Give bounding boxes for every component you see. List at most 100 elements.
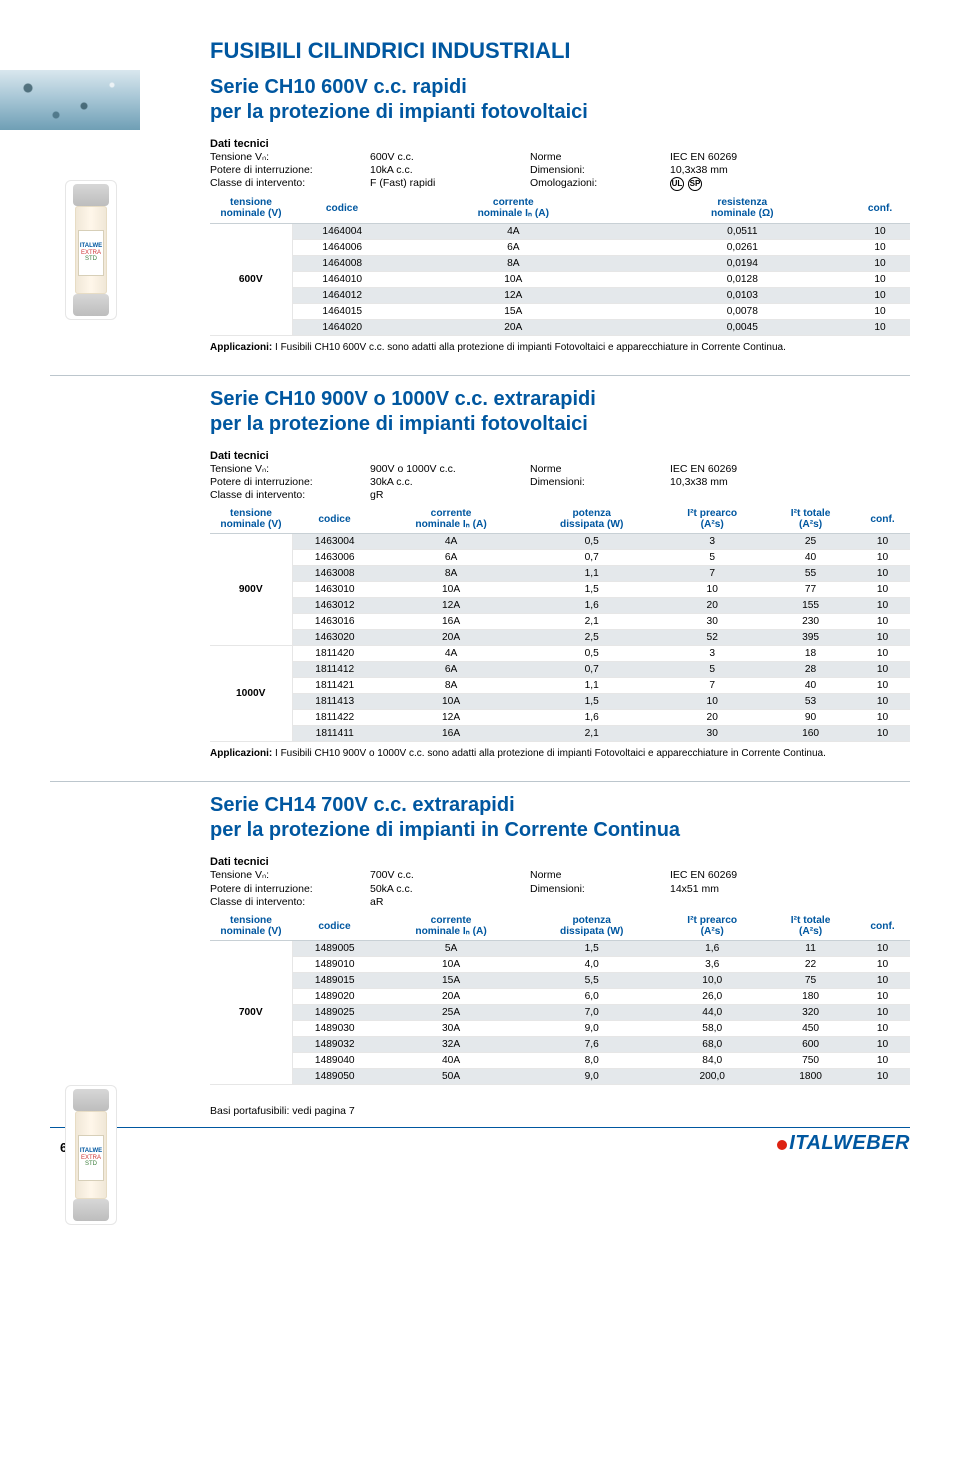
section2-title-line2: per la protezione di impianti fotovoltai… bbox=[210, 413, 910, 436]
label: Norme bbox=[530, 869, 670, 882]
cert-icons: UL SP bbox=[670, 177, 800, 191]
cell: 1463020 bbox=[292, 630, 377, 646]
table-row: 146302020A2,55239510 bbox=[210, 630, 910, 646]
label: Potere di interruzione: bbox=[210, 164, 370, 177]
voltage-cell: 600V bbox=[210, 223, 292, 335]
th-i2t-tot: I²t totale(A²s) bbox=[766, 913, 855, 941]
cell: 180 bbox=[766, 989, 855, 1005]
cell: 15A bbox=[392, 303, 635, 319]
section3-specs-row1: Tensione Vₙ: 700V c.c. Norme IEC EN 6026… bbox=[210, 869, 910, 882]
cell: 30 bbox=[658, 726, 766, 742]
cell: 0,0261 bbox=[635, 239, 850, 255]
section1-specs-row3: Classe di intervento: F (Fast) rapidi Om… bbox=[210, 177, 910, 191]
cell: 10 bbox=[850, 319, 910, 335]
cell: 12A bbox=[377, 598, 525, 614]
table-row: 900V14630044A0,532510 bbox=[210, 534, 910, 550]
cell: 10 bbox=[855, 1069, 910, 1085]
th-conf: conf. bbox=[850, 195, 910, 223]
cell: 0,0194 bbox=[635, 255, 850, 271]
cell: 1463004 bbox=[292, 534, 377, 550]
cell: 10 bbox=[855, 726, 910, 742]
table-row: 148904040A8,084,075010 bbox=[210, 1053, 910, 1069]
value: 10,3x38 mm bbox=[670, 164, 800, 177]
cell: 6A bbox=[377, 662, 525, 678]
cell: 20A bbox=[392, 319, 635, 335]
cell: 10 bbox=[855, 646, 910, 662]
table-row: 148905050A9,0200,0180010 bbox=[210, 1069, 910, 1085]
cell: 155 bbox=[766, 598, 855, 614]
cell: 10,0 bbox=[658, 973, 766, 989]
cell: 3 bbox=[658, 646, 766, 662]
cell: 160 bbox=[766, 726, 855, 742]
cell: 0,0511 bbox=[635, 223, 850, 239]
section3-title-line1: Serie CH14 700V c.c. extrarapidi bbox=[210, 794, 910, 817]
cell: 1489005 bbox=[292, 941, 377, 957]
table-row: 148902525A7,044,032010 bbox=[210, 1005, 910, 1021]
cell: 20 bbox=[658, 598, 766, 614]
cert-ul-icon: UL bbox=[670, 177, 684, 191]
section2-dati-heading: Dati tecnici bbox=[210, 450, 910, 462]
cell: 18 bbox=[766, 646, 855, 662]
table-row: 148903030A9,058,045010 bbox=[210, 1021, 910, 1037]
cell: 10 bbox=[855, 614, 910, 630]
table-row: 146301616A2,13023010 bbox=[210, 614, 910, 630]
header-graphic bbox=[0, 70, 140, 130]
cell: 58,0 bbox=[658, 1021, 766, 1037]
cell: 1811412 bbox=[292, 662, 377, 678]
section1-table: tensionenominale (V) codice correntenomi… bbox=[210, 195, 910, 335]
section3-title-line2: per la protezione di impianti in Corrent… bbox=[210, 819, 910, 842]
table-row: 146301212A1,62015510 bbox=[210, 598, 910, 614]
cell: 16A bbox=[377, 726, 525, 742]
cell: 2,5 bbox=[525, 630, 658, 646]
cell: 25 bbox=[766, 534, 855, 550]
cell: 230 bbox=[766, 614, 855, 630]
label: Dimensioni: bbox=[530, 883, 670, 896]
cell: 1,6 bbox=[658, 941, 766, 957]
cell: 6A bbox=[392, 239, 635, 255]
cell: 0,5 bbox=[525, 646, 658, 662]
cell: 1464020 bbox=[292, 319, 392, 335]
table-row: 18114218A1,174010 bbox=[210, 678, 910, 694]
cell: 5A bbox=[377, 941, 525, 957]
value: 700V c.c. bbox=[370, 869, 530, 882]
cell: 32A bbox=[377, 1037, 525, 1053]
cell: 20A bbox=[377, 989, 525, 1005]
cell: 10 bbox=[855, 1053, 910, 1069]
section3-specs-row2: Potere di interruzione: 50kA c.c. Dimens… bbox=[210, 883, 910, 896]
table-row: 18114126A0,752810 bbox=[210, 662, 910, 678]
voltage-cell: 700V bbox=[210, 941, 292, 1085]
cell: 1489020 bbox=[292, 989, 377, 1005]
table-row: 146401515A0,007810 bbox=[210, 303, 910, 319]
section1-dati-heading: Dati tecnici bbox=[210, 138, 910, 150]
label: Omologazioni: bbox=[530, 177, 670, 191]
cell: 5 bbox=[658, 662, 766, 678]
brand-logo: ITALWEBER bbox=[777, 1132, 910, 1155]
cell: 4A bbox=[377, 534, 525, 550]
applicazioni-text: I Fusibili CH10 900V o 1000V c.c. sono a… bbox=[272, 748, 826, 759]
cell: 6,0 bbox=[525, 989, 658, 1005]
table-row: 14640066A0,026110 bbox=[210, 239, 910, 255]
cell: 1489032 bbox=[292, 1037, 377, 1053]
th-i2t-pre: I²t prearco(A²s) bbox=[658, 913, 766, 941]
cell: 10 bbox=[855, 598, 910, 614]
cell: 77 bbox=[766, 582, 855, 598]
divider bbox=[50, 781, 910, 782]
cell: 10 bbox=[855, 941, 910, 957]
cell: 395 bbox=[766, 630, 855, 646]
table-row: 14630088A1,175510 bbox=[210, 566, 910, 582]
label: Dimensioni: bbox=[530, 476, 670, 489]
cell: 1489015 bbox=[292, 973, 377, 989]
cell: 30A bbox=[377, 1021, 525, 1037]
table-row: 146401212A0,010310 bbox=[210, 287, 910, 303]
cell: 6A bbox=[377, 550, 525, 566]
value: IEC EN 60269 bbox=[670, 151, 800, 164]
th-corrente: correntenominale Iₙ (A) bbox=[392, 195, 635, 223]
cell: 10 bbox=[850, 255, 910, 271]
label: Norme bbox=[530, 151, 670, 164]
cell: 5 bbox=[658, 550, 766, 566]
voltage-cell: 900V bbox=[210, 534, 292, 646]
cell: 4,0 bbox=[525, 957, 658, 973]
cell: 10 bbox=[850, 223, 910, 239]
section3-dati-heading: Dati tecnici bbox=[210, 856, 910, 868]
table-row: 146401010A0,012810 bbox=[210, 271, 910, 287]
